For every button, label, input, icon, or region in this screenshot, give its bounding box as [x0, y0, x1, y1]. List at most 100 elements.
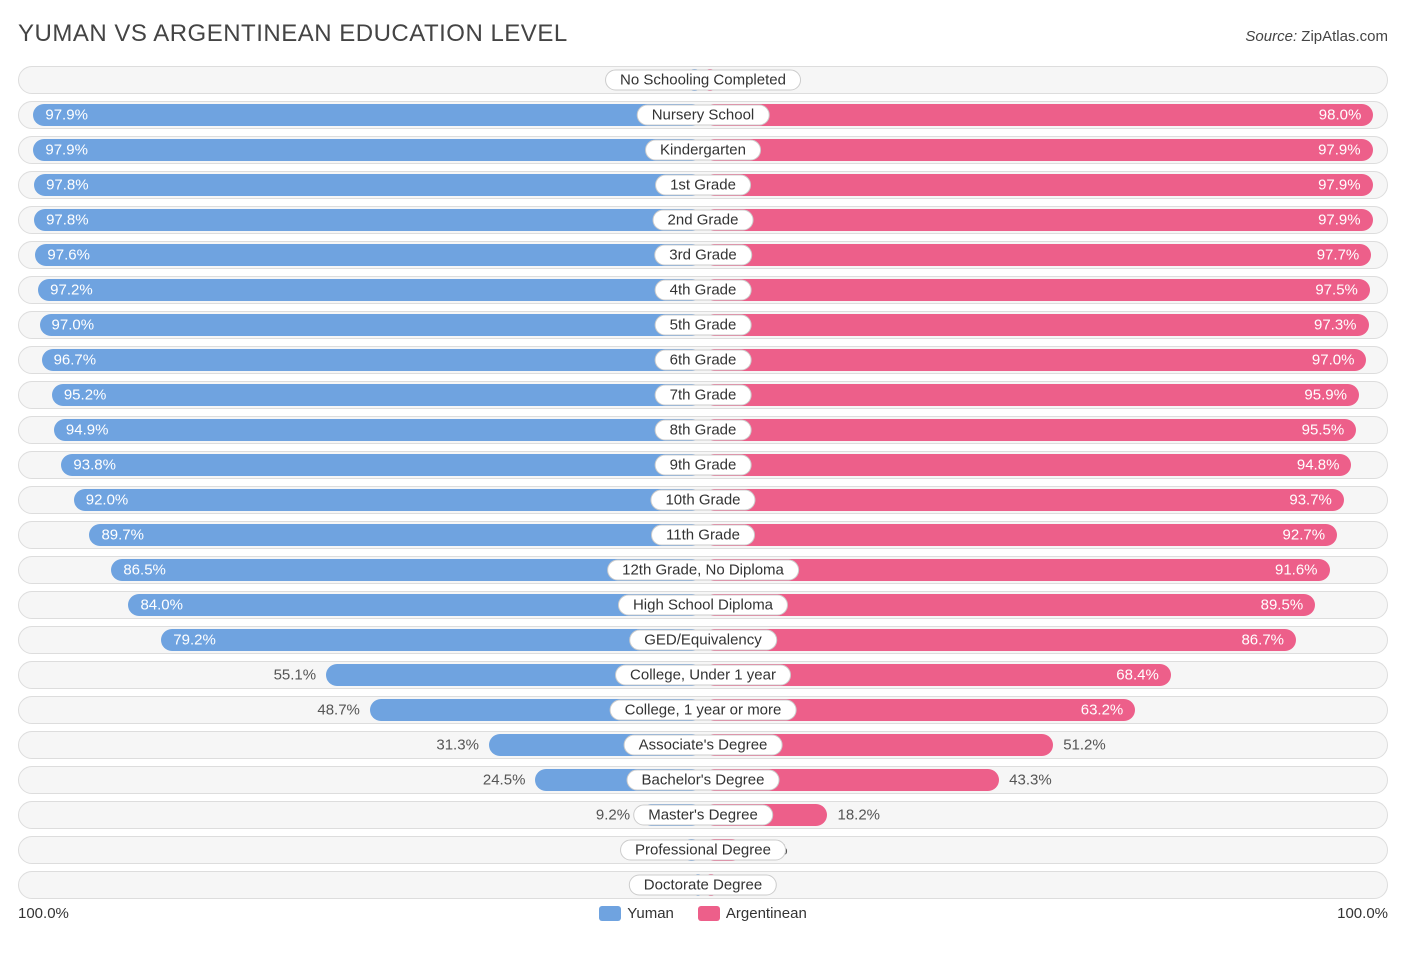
category-label: 3rd Grade [654, 245, 752, 266]
left-half: 24.5% [19, 767, 703, 793]
chart-row: 93.8%94.8%9th Grade [18, 451, 1388, 479]
chart-row: 31.3% 51.2% Associate's Degree [18, 731, 1388, 759]
right-bar [703, 489, 1344, 511]
left-half: 84.0% [19, 592, 703, 618]
right-half: 95.5% [703, 417, 1387, 443]
right-half: 97.0% [703, 347, 1387, 373]
chart-row: 9.2%18.2%Master's Degree [18, 801, 1388, 829]
left-half: 92.0% [19, 487, 703, 513]
right-half: 18.2% [703, 802, 1387, 828]
legend-label-right: Argentinean [726, 905, 807, 922]
left-bar [34, 209, 703, 231]
right-bar [703, 384, 1359, 406]
chart-title: YUMAN VS ARGENTINEAN EDUCATION LEVEL [18, 20, 568, 48]
chart-row: 97.2%97.5%4th Grade [18, 276, 1388, 304]
right-bar [703, 419, 1356, 441]
left-half: 97.9% [19, 102, 703, 128]
chart-row: 89.7%92.7%11th Grade [18, 521, 1388, 549]
left-half: 97.9% [19, 137, 703, 163]
left-half: 3.3% [19, 837, 703, 863]
left-half: 97.8% [19, 172, 703, 198]
category-label: 4th Grade [655, 280, 752, 301]
right-half: 95.9% [703, 382, 1387, 408]
chart-row: 2.5%2.1%No Schooling Completed [18, 66, 1388, 94]
category-label: High School Diploma [618, 595, 788, 616]
left-bar [33, 139, 703, 161]
left-bar [40, 314, 703, 336]
left-half: 48.7% [19, 697, 703, 723]
category-label: 5th Grade [655, 315, 752, 336]
category-label: 6th Grade [655, 350, 752, 371]
left-bar [33, 104, 703, 126]
chart-rows: 2.5%2.1%No Schooling Completed97.9%98.0%… [18, 66, 1388, 899]
chart-header: YUMAN VS ARGENTINEAN EDUCATION LEVEL Sou… [18, 20, 1388, 48]
category-label: No Schooling Completed [605, 70, 801, 91]
chart-row: 97.0%97.3%5th Grade [18, 311, 1388, 339]
left-bar [42, 349, 703, 371]
left-value: 24.5% [483, 772, 526, 789]
chart-row: 79.2%86.7%GED/Equivalency [18, 626, 1388, 654]
right-half: 97.9% [703, 172, 1387, 198]
category-label: Kindergarten [645, 140, 761, 161]
right-bar [703, 209, 1373, 231]
left-bar [74, 489, 703, 511]
right-bar [703, 104, 1373, 126]
legend-swatch-right [698, 906, 720, 921]
left-value: 31.3% [436, 737, 479, 754]
category-label: Professional Degree [620, 840, 786, 861]
category-label: Master's Degree [633, 805, 773, 826]
right-bar [703, 524, 1337, 546]
right-half: 5.9% [703, 837, 1387, 863]
right-half: 43.3% [703, 767, 1387, 793]
category-label: Nursery School [637, 105, 770, 126]
right-bar [703, 139, 1373, 161]
category-label: Bachelor's Degree [627, 770, 780, 791]
left-half: 1.5% [19, 872, 703, 898]
right-half: 97.3% [703, 312, 1387, 338]
right-half: 97.9% [703, 137, 1387, 163]
right-bar [703, 454, 1351, 476]
left-half: 94.9% [19, 417, 703, 443]
left-half: 95.2% [19, 382, 703, 408]
category-label: 7th Grade [655, 385, 752, 406]
chart-row: 86.5%91.6%12th Grade, No Diploma [18, 556, 1388, 584]
chart-row: 97.8%97.9%2nd Grade [18, 206, 1388, 234]
right-half: 94.8% [703, 452, 1387, 478]
chart-row: 3.3%5.9%Professional Degree [18, 836, 1388, 864]
category-label: 10th Grade [650, 490, 755, 511]
left-bar [61, 454, 703, 476]
right-bar [703, 629, 1296, 651]
chart-row: 97.6%97.7%3rd Grade [18, 241, 1388, 269]
chart-row: 94.9%95.5%8th Grade [18, 416, 1388, 444]
category-label: Doctorate Degree [629, 875, 777, 896]
right-half: 97.7% [703, 242, 1387, 268]
category-label: 2nd Grade [653, 210, 754, 231]
category-label: College, 1 year or more [610, 700, 797, 721]
left-bar [38, 279, 703, 301]
axis-right-max: 100.0% [1337, 905, 1388, 922]
right-bar [703, 174, 1373, 196]
left-bar [34, 174, 703, 196]
left-bar [128, 594, 703, 616]
right-value: 51.2% [1063, 737, 1106, 754]
right-half: 68.4% [703, 662, 1387, 688]
right-bar [703, 314, 1369, 336]
legend-item-left: Yuman [599, 905, 674, 922]
right-value: 18.2% [837, 807, 880, 824]
category-label: 9th Grade [655, 455, 752, 476]
chart-row: 96.7%97.0%6th Grade [18, 346, 1388, 374]
left-half: 86.5% [19, 557, 703, 583]
right-half: 97.9% [703, 207, 1387, 233]
left-half: 97.8% [19, 207, 703, 233]
chart-row: 92.0%93.7%10th Grade [18, 486, 1388, 514]
right-half: 93.7% [703, 487, 1387, 513]
source-label: Source: [1245, 28, 1297, 45]
left-half: 2.5% [19, 67, 703, 93]
chart-row: 97.9%97.9%Kindergarten [18, 136, 1388, 164]
left-half: 55.1% [19, 662, 703, 688]
right-bar [703, 594, 1315, 616]
left-half: 96.7% [19, 347, 703, 373]
left-bar [35, 244, 703, 266]
right-half: 89.5% [703, 592, 1387, 618]
category-label: Associate's Degree [624, 735, 783, 756]
